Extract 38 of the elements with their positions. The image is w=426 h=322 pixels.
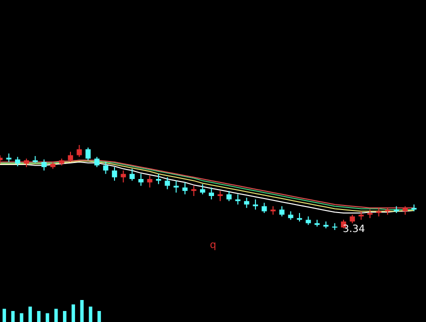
bar [62,311,66,322]
candlestick [174,180,179,194]
candlestick [120,170,126,183]
text: q [210,240,216,251]
candlestick [235,194,240,205]
bar [72,304,76,322]
candlestick [130,168,135,182]
candlestick [147,175,152,188]
candlestick [226,190,232,202]
bar [37,311,41,322]
candlestick [218,190,223,202]
candlestick [15,156,20,167]
annotation: 3.34 [342,224,365,235]
bar [88,306,92,322]
bar [54,308,58,322]
bar [46,313,50,322]
candlestick [41,158,47,171]
candlestick [86,147,91,161]
candlestick [164,176,170,190]
bar [11,311,15,322]
bar [97,311,101,322]
candlestick [94,156,100,168]
candlestick [244,197,250,208]
candlestick [103,162,108,174]
candlestick [279,206,284,217]
bar [2,308,6,322]
candlestick [208,187,214,200]
bar [28,306,32,322]
candlestick [76,144,82,158]
bar [80,300,84,322]
candlestick [191,185,196,196]
candlestick [182,182,188,195]
candlestick [262,202,267,214]
bar [20,313,24,322]
candlestick [112,166,118,182]
candlestick [68,151,74,162]
candlestick [138,173,144,186]
candlestick [200,184,206,195]
